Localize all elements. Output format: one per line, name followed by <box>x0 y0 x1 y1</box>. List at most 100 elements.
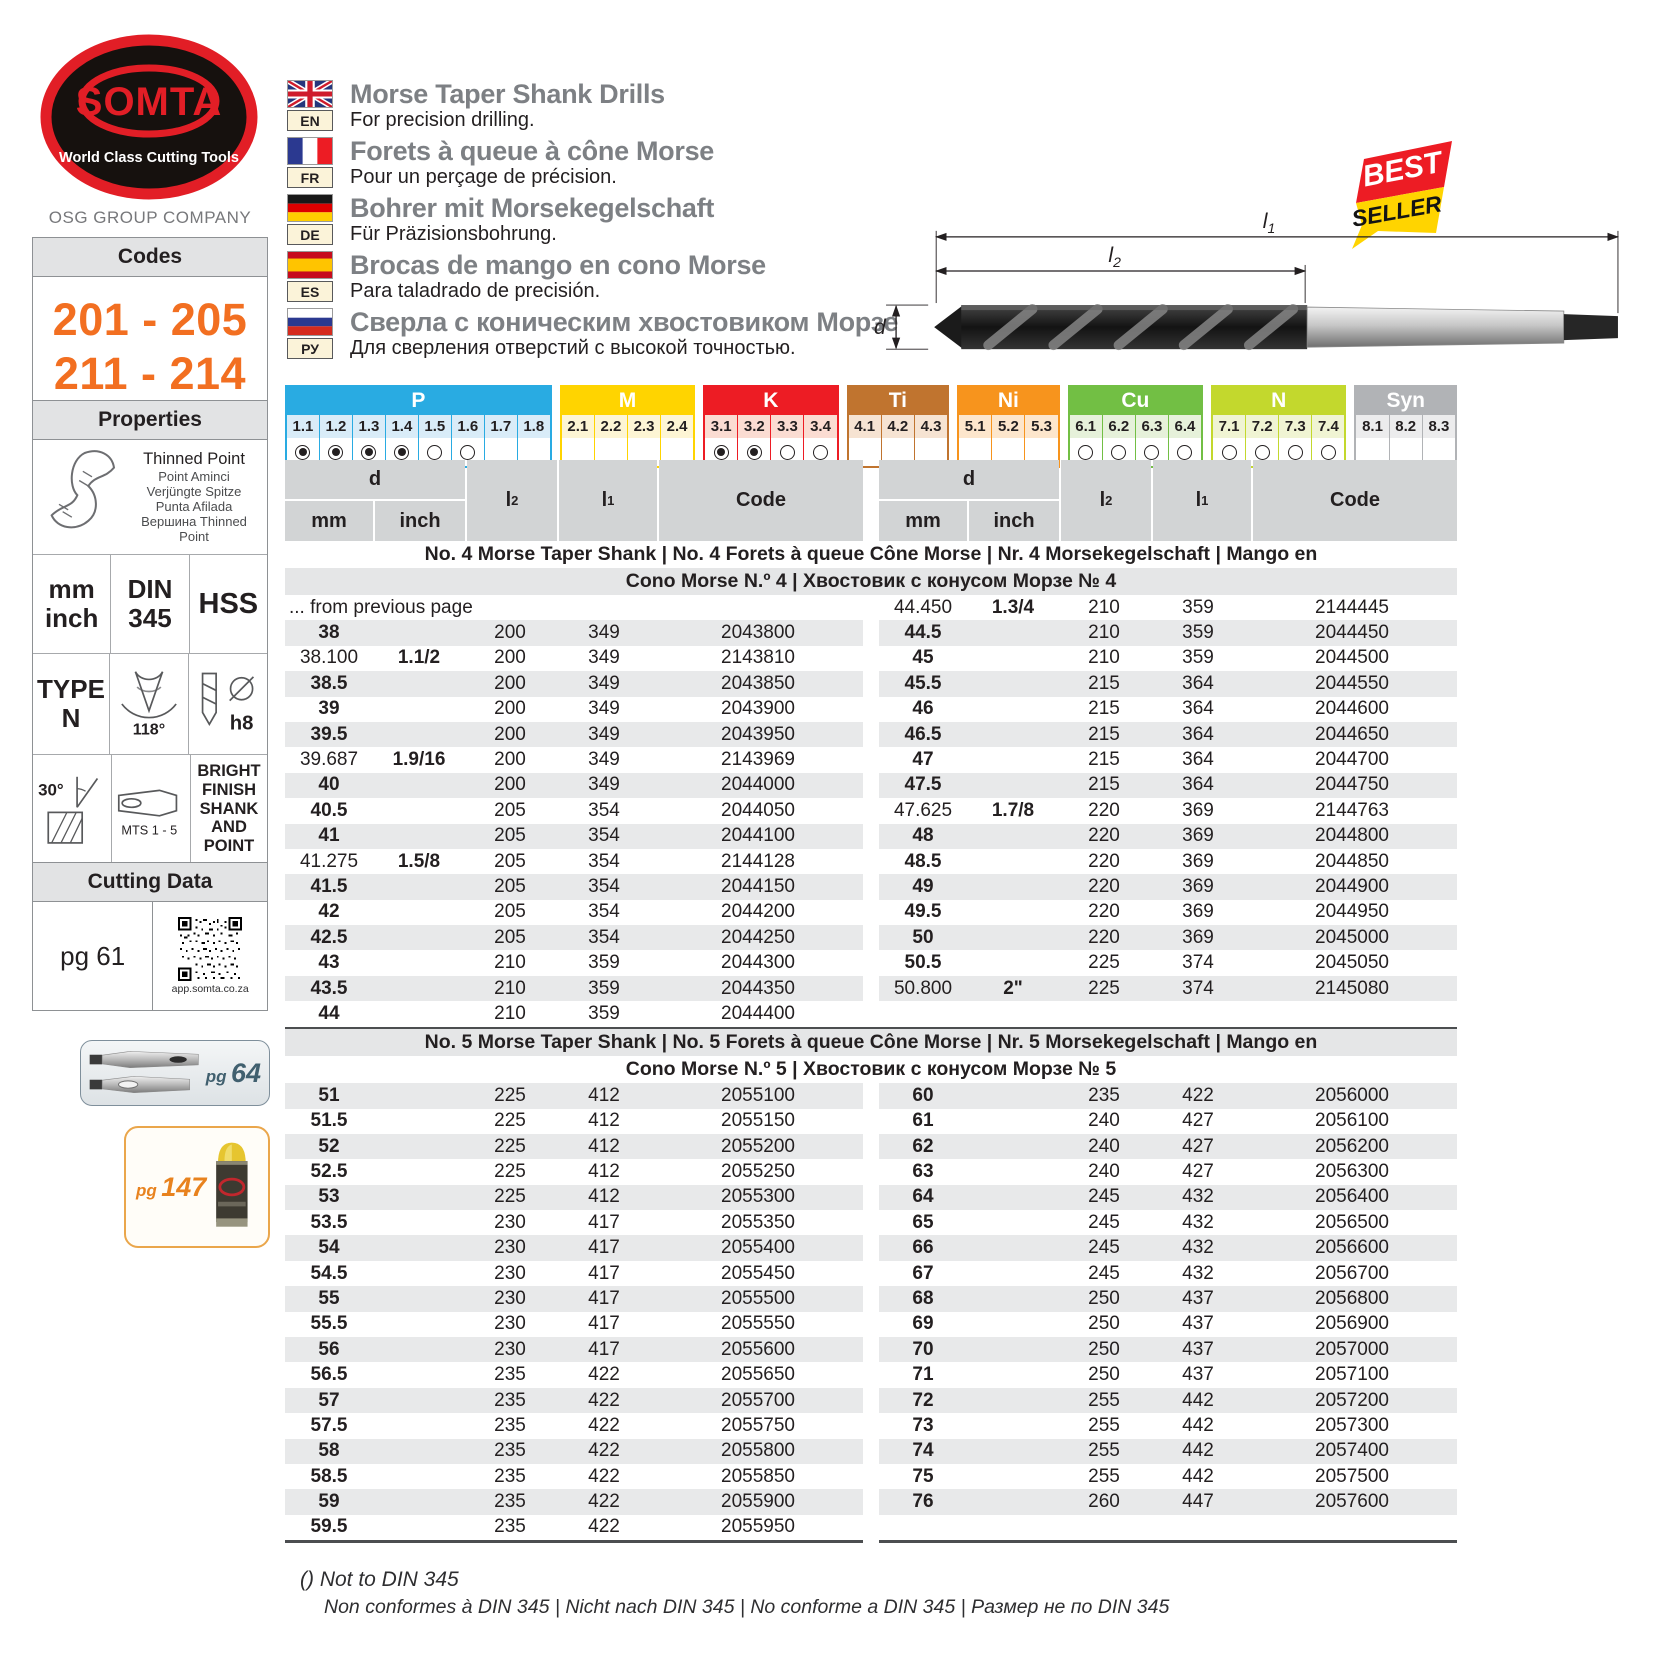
material-cell-3.3: 3.3 <box>771 415 805 438</box>
cell-l1: 364 <box>1182 774 1214 796</box>
material-cell-7.3: 7.3 <box>1279 415 1313 438</box>
table-row: 70 250 437 2057000 <box>879 1337 1457 1363</box>
cell-code: 2056800 <box>1315 1287 1389 1309</box>
cell-mm: 45.5 <box>904 672 942 694</box>
cell-l2: 215 <box>1088 723 1120 745</box>
col-d: d <box>285 460 465 499</box>
cell-l2: 210 <box>494 952 526 974</box>
page-link-147[interactable]: pg 147 <box>124 1126 270 1248</box>
logo-slogan: World Class Cutting Tools <box>59 150 239 166</box>
material-cell-3.4: 3.4 <box>804 415 837 438</box>
material-radio-1.1[interactable] <box>295 444 311 460</box>
material-cell-3.1: 3.1 <box>705 415 739 438</box>
cell-l1: 354 <box>588 850 620 872</box>
material-radio-7.4[interactable] <box>1320 444 1336 460</box>
cell-mm: 42.5 <box>310 926 348 948</box>
cell-code: 2056100 <box>1315 1110 1389 1132</box>
table-row: 73 255 442 2057300 <box>879 1413 1457 1438</box>
cell-l2: 225 <box>1088 977 1120 999</box>
material-radio-1.4[interactable] <box>394 444 410 460</box>
material-radio-cell-6.3 <box>1136 438 1169 466</box>
footnote-line1: () Not to DIN 345 <box>300 1568 459 1591</box>
cell-mm: 38.100 <box>299 647 359 669</box>
material-cell-8.1: 8.1 <box>1356 415 1390 438</box>
cell-code: 2044000 <box>721 774 795 796</box>
material-radio-6.1[interactable] <box>1078 444 1094 460</box>
cell-code: 2145080 <box>1315 977 1389 999</box>
material-cell-1.7: 1.7 <box>484 415 518 438</box>
cell-mm: 63 <box>912 1161 934 1182</box>
material-group-Ni: Ni 5.1 5.2 5.3 <box>957 385 1060 468</box>
col-mm: mm <box>285 501 373 541</box>
material-radio-3.4[interactable] <box>813 444 828 460</box>
ru-flag-icon <box>287 308 333 336</box>
section-banner-line2: Cono Morse N.º 4 | Хвостовик с конусом М… <box>285 568 1457 595</box>
drill-image <box>934 304 1618 351</box>
material-radio-1.3[interactable] <box>361 444 377 460</box>
cell-mm: 52.5 <box>310 1161 348 1182</box>
table-row: 62 240 427 2056200 <box>879 1133 1457 1160</box>
table-row: 50.5 225 374 2045050 <box>879 950 1457 975</box>
cell-l1: 422 <box>588 1491 620 1513</box>
fr-flag-icon <box>287 137 333 165</box>
table-row: 54.5 230 417 2055450 <box>285 1261 863 1286</box>
table-row: 61 240 427 2056100 <box>879 1109 1457 1134</box>
cell-l1: 417 <box>588 1262 620 1284</box>
material-cell-4.3: 4.3 <box>914 415 948 438</box>
cell-code: 2144128 <box>721 850 795 872</box>
cell-l2: 220 <box>1088 799 1120 821</box>
cell-inch: 1.9/16 <box>392 749 446 771</box>
material-radio-6.3[interactable] <box>1144 444 1160 460</box>
h8-tolerance-icon: h8 <box>201 672 255 734</box>
material-radio-7.3[interactable] <box>1287 444 1303 460</box>
qr-code <box>178 917 243 981</box>
cell-l2: 260 <box>1088 1491 1120 1513</box>
point-angle-icon: 118° <box>121 671 177 739</box>
table-row: 67 245 432 2056700 <box>879 1261 1457 1286</box>
cell-l1: 359 <box>588 977 620 999</box>
table-note-row: ... from previous page <box>285 595 863 620</box>
material-radio-1.5[interactable] <box>427 444 443 460</box>
cell-l1: 417 <box>588 1287 620 1309</box>
cell-l1: 427 <box>1182 1135 1214 1157</box>
table-row: 45 210 359 2044500 <box>879 646 1457 671</box>
code-range-2: 211 - 214 <box>53 348 247 399</box>
cell-code: 2057300 <box>1315 1414 1389 1436</box>
material-radio-row <box>705 438 836 466</box>
material-group-label: N <box>1213 387 1345 414</box>
cell-inch: 1.7/8 <box>991 799 1035 821</box>
cell-l2: 230 <box>494 1237 526 1259</box>
material-group-N: N 7.1 7.2 7.3 7.4 <box>1211 385 1347 468</box>
cell-l2: 205 <box>494 825 526 847</box>
material-radio-1.2[interactable] <box>328 444 344 460</box>
table-row: 41.275 1.5/8 205 354 2144128 <box>285 849 863 874</box>
cell-mm: 57 <box>318 1389 340 1411</box>
material-group-M: M 2.1 2.2 2.3 2.4 <box>559 385 696 468</box>
material-cell-2.3: 2.3 <box>627 415 662 438</box>
material-radio-3.3[interactable] <box>779 444 795 460</box>
cell-mm: 53 <box>318 1186 340 1208</box>
material-cell-2.2: 2.2 <box>594 415 628 438</box>
morse-taper-shank-icon: MTS 1 - 5 <box>117 789 178 837</box>
cell-l1: 422 <box>588 1364 620 1386</box>
cell-mm: 47.5 <box>904 774 942 796</box>
material-radio-1.6[interactable] <box>460 444 476 460</box>
material-radio-3.2[interactable] <box>746 444 762 460</box>
cell-l2: 225 <box>494 1186 526 1208</box>
lang-code-ru: РУ <box>287 338 333 359</box>
material-radio-7.2[interactable] <box>1254 444 1270 460</box>
cell-code: 2056700 <box>1315 1262 1389 1284</box>
cutting-data-box: Cutting Data pg 61 <box>32 862 268 1011</box>
material-radio-6.4[interactable] <box>1177 444 1193 460</box>
material-radio-cell-1.6 <box>452 438 485 466</box>
material-radio-7.1[interactable] <box>1221 444 1237 460</box>
page-link-64[interactable]: pg 64 <box>80 1040 270 1106</box>
drill-sleeves-image <box>89 1051 199 1094</box>
cell-l2: 235 <box>494 1364 526 1386</box>
material-radio-3.1[interactable] <box>713 444 729 460</box>
thinned-point-icon <box>50 450 116 529</box>
cell-mm: 50.800 <box>893 977 953 999</box>
material-radio-6.2[interactable] <box>1111 444 1127 460</box>
cell-l1: 369 <box>1182 875 1214 897</box>
table-row: 46.5 215 364 2044650 <box>879 721 1457 748</box>
